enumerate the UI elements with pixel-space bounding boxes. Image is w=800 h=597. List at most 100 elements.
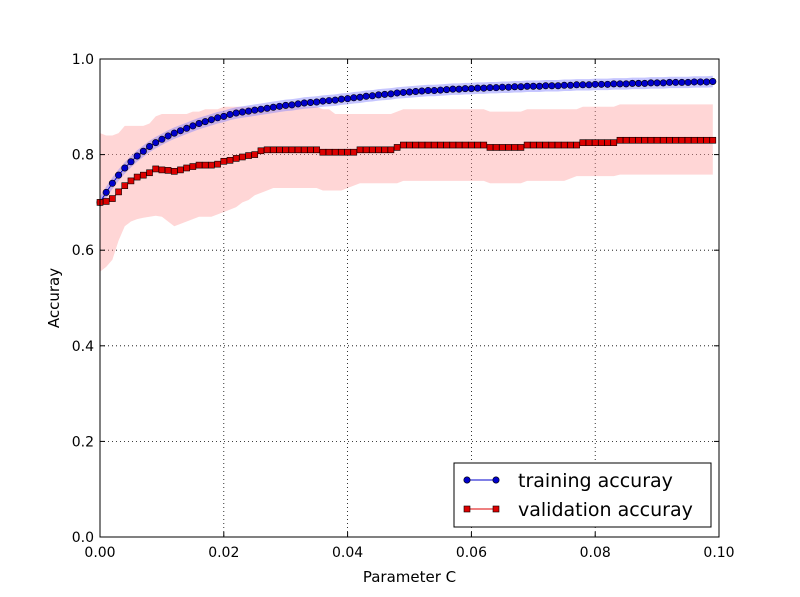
validation-accuray-point bbox=[610, 139, 618, 146]
training-accuray-point bbox=[263, 104, 271, 112]
training-accuray-point bbox=[164, 132, 172, 140]
training-accuray-point bbox=[133, 152, 141, 160]
training-accuray-point bbox=[282, 101, 290, 109]
validation-accuray-point bbox=[486, 144, 494, 151]
training-accuray-point bbox=[690, 78, 698, 86]
validation-accuray-point bbox=[387, 146, 395, 154]
validation-accuray-point bbox=[653, 136, 661, 144]
validation-accuray-point bbox=[350, 148, 358, 156]
training-accuray-point bbox=[170, 129, 178, 137]
validation-accuray-point bbox=[263, 146, 271, 154]
training-accuray-point bbox=[306, 98, 314, 106]
training-accuray-point bbox=[610, 80, 618, 88]
validation-accuray-point bbox=[579, 139, 587, 146]
x-tick-label: 0.08 bbox=[580, 545, 611, 561]
validation-accuray-point bbox=[406, 141, 413, 149]
training-accuray-point bbox=[467, 85, 475, 93]
validation-accuray-point bbox=[418, 141, 426, 149]
validation-accuray-point bbox=[375, 146, 382, 154]
training-accuray-point bbox=[176, 127, 184, 135]
validation-accuray-point bbox=[288, 146, 296, 154]
training-accuray-point bbox=[393, 89, 401, 97]
validation-accuray-point bbox=[313, 146, 320, 154]
training-accuray-legend-label: training accuray bbox=[518, 470, 673, 492]
validation-accuray-point bbox=[393, 144, 401, 151]
training-accuray-point bbox=[486, 84, 494, 92]
training-accuray-point bbox=[381, 90, 389, 98]
training-accuray-point bbox=[115, 171, 123, 179]
training-accuray-point bbox=[641, 79, 649, 87]
validation-accuray-point bbox=[251, 151, 259, 158]
validation-accuray-point bbox=[647, 136, 655, 144]
validation-accuray-point bbox=[381, 146, 389, 154]
validation-accuray-point bbox=[220, 157, 228, 165]
validation-accuray-point bbox=[177, 166, 184, 174]
validation-accuray-point bbox=[257, 147, 265, 155]
validation-accuray-point bbox=[214, 160, 221, 168]
validation-accuray-point bbox=[560, 141, 568, 149]
y-tick-label: 0.2 bbox=[72, 434, 94, 450]
training-accuray-point bbox=[102, 188, 110, 196]
training-accuray-point bbox=[548, 82, 556, 90]
training-accuray-point bbox=[709, 77, 717, 85]
training-accuray-point bbox=[313, 98, 321, 106]
training-accuray-point bbox=[127, 158, 135, 166]
training-accuray-point bbox=[591, 80, 599, 88]
validation-accuray-point bbox=[542, 141, 549, 149]
validation-accuray-point bbox=[697, 136, 704, 144]
training-accuray-point bbox=[703, 78, 711, 86]
training-accuray-point bbox=[238, 108, 246, 116]
training-accuray-point bbox=[455, 85, 463, 93]
x-tick-label: 0.10 bbox=[703, 545, 734, 561]
validation-accuray-point bbox=[362, 146, 370, 154]
validation-accuray-point bbox=[536, 141, 543, 149]
training-accuray-point bbox=[628, 79, 636, 87]
training-accuray-point bbox=[430, 87, 438, 95]
plot-frame bbox=[99, 58, 720, 538]
validation-accuray-point bbox=[158, 166, 166, 174]
validation-accuray-point bbox=[505, 144, 512, 151]
validation-accuray-point bbox=[604, 139, 611, 146]
training-accuray-point bbox=[356, 93, 364, 101]
training-accuray-point bbox=[635, 79, 643, 87]
validation-accuray-point bbox=[276, 146, 283, 154]
training-accuray-point bbox=[195, 120, 203, 128]
training-accuray-point bbox=[158, 135, 166, 143]
validation-accuray-point bbox=[523, 141, 531, 149]
legend: training accuray validation accuray bbox=[453, 462, 712, 528]
training-accuray-point bbox=[665, 78, 673, 86]
validation-accuray-point bbox=[282, 146, 290, 154]
validation-accuray-point bbox=[146, 169, 153, 177]
training-accuray-point bbox=[461, 85, 469, 93]
training-accuray-point bbox=[554, 82, 562, 90]
validation-accuray-point bbox=[616, 136, 624, 144]
validation-accuray-point bbox=[511, 144, 519, 151]
validation-accuray-point bbox=[183, 164, 190, 172]
training-accuray-point bbox=[659, 79, 667, 87]
validation-accuray-point bbox=[690, 136, 698, 144]
training-accuray-point bbox=[405, 88, 413, 96]
validation-accuray-point bbox=[437, 141, 444, 149]
validation-accuray-point bbox=[622, 136, 630, 144]
validation-accuray-point bbox=[102, 198, 110, 205]
training-accuray-point bbox=[616, 80, 624, 88]
validation-accuray-point bbox=[195, 161, 203, 169]
training-accuray-point bbox=[387, 90, 395, 98]
validation-accuray-point bbox=[369, 146, 376, 154]
y-tick-label: 1.0 bbox=[72, 52, 94, 68]
training-accuray-point bbox=[517, 83, 525, 91]
validation-accuray-point bbox=[629, 136, 636, 144]
validation-accuray-point bbox=[449, 141, 457, 149]
validation-accuray-point bbox=[554, 141, 562, 149]
validation-accuray-point bbox=[189, 163, 197, 170]
validation-accuray-point bbox=[703, 136, 710, 144]
training-accuray-point bbox=[245, 107, 253, 115]
validation-accuray-point bbox=[468, 141, 475, 149]
validation-accuray-point bbox=[208, 161, 215, 169]
training-accuray-point bbox=[276, 102, 284, 110]
training-accuray-point bbox=[579, 81, 587, 89]
validation-accuray-point bbox=[164, 167, 172, 174]
training-accuray-point bbox=[319, 97, 327, 105]
